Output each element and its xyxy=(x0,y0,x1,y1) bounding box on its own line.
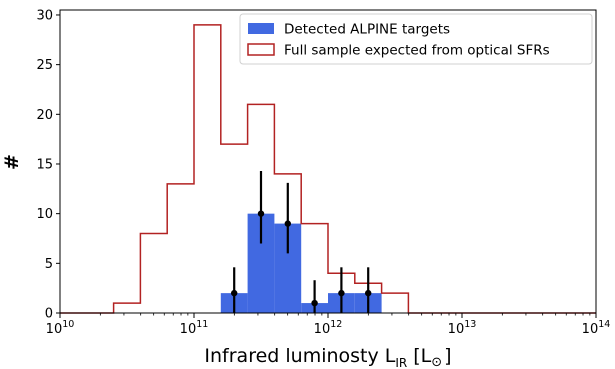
x-tick-label-3: 1013 xyxy=(448,319,477,337)
x-axis-label: Infrared luminosty LIR [L⊙] xyxy=(204,345,451,369)
data-point-2 xyxy=(284,220,291,227)
full-sample-step-line xyxy=(60,24,596,314)
data-point-4 xyxy=(338,289,345,297)
y-tick-label-4: 20 xyxy=(36,108,53,123)
y-tick-label-1: 5 xyxy=(45,257,53,272)
x-tick-label-2: 1012 xyxy=(314,319,343,337)
axes: 0 5 10 15 20 25 30 1010 1011 1012 1013 1014 xyxy=(36,8,610,337)
data-point-3 xyxy=(311,299,318,307)
legend-label-full: Full sample expected from optical SFRs xyxy=(284,43,550,59)
legend: Detected ALPINE targets Full sample expec… xyxy=(239,13,593,65)
legend-swatch-full xyxy=(247,43,275,56)
y-axis-label: # xyxy=(1,154,23,170)
x-axis-label-close: ] xyxy=(444,345,451,367)
x-axis-label-subscript: IR xyxy=(395,356,407,369)
y-tick-label-5: 25 xyxy=(36,58,53,73)
legend-swatch-detected xyxy=(248,23,274,34)
legend-box xyxy=(239,13,593,65)
y-tick-label-2: 10 xyxy=(36,207,53,222)
x-tick-label-0: 1010 xyxy=(46,319,75,337)
plot-area xyxy=(60,24,596,314)
x-axis-label-main: Infrared luminosty L xyxy=(204,345,395,367)
y-tick-label-0: 0 xyxy=(45,307,53,322)
y-tick-label-6: 30 xyxy=(36,8,53,23)
data-point-1 xyxy=(257,210,265,217)
error-bars xyxy=(231,170,372,313)
x-tick-label-1: 1011 xyxy=(180,319,209,337)
x-axis-label-sun: ⊙ xyxy=(431,355,442,369)
legend-label-detected: Detected ALPINE targets xyxy=(284,22,450,38)
axis-labels: # Infrared luminosty LIR [L⊙] xyxy=(1,154,452,369)
data-point-5 xyxy=(365,289,372,297)
y-tick-label-3: 15 xyxy=(36,157,53,172)
x-tick-label-4: 1014 xyxy=(582,319,611,337)
x-axis-label-unit: [L xyxy=(413,345,431,367)
data-point-0 xyxy=(231,289,238,297)
